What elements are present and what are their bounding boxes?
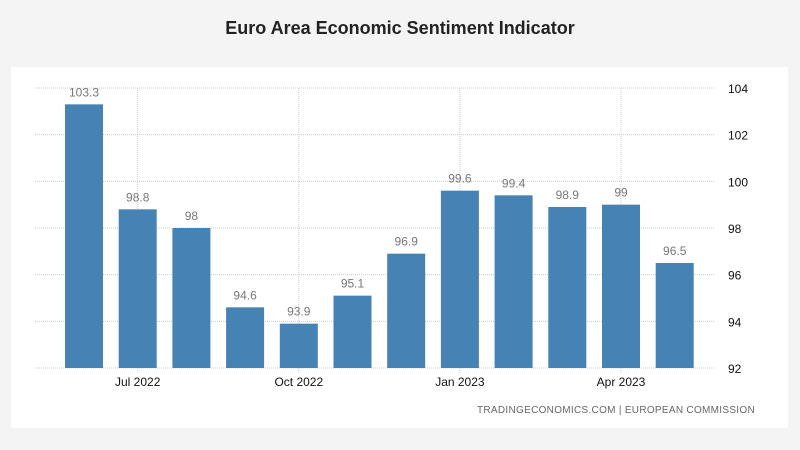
bar [655, 263, 694, 368]
data-label: 99 [614, 186, 628, 200]
bar [602, 204, 640, 368]
bar [494, 195, 533, 368]
y-tick-label: 104 [728, 82, 748, 96]
chart-source: TRADINGECONOMICS.COM | EUROPEAN COMMISSI… [477, 405, 755, 416]
bar [226, 307, 265, 368]
x-tick-label: Jul 2022 [115, 375, 161, 389]
x-tick-label: Oct 2022 [274, 375, 323, 389]
data-label: 93.9 [287, 305, 311, 319]
x-tick-label: Jan 2023 [435, 375, 485, 389]
data-label: 95.1 [341, 277, 365, 291]
y-tick-label: 98 [728, 222, 742, 236]
bar [118, 209, 157, 368]
data-label: 96.5 [663, 244, 687, 258]
bar [65, 104, 103, 368]
y-tick-label: 100 [728, 175, 748, 189]
x-tick-label: Apr 2023 [597, 375, 646, 389]
data-label: 98.8 [126, 190, 150, 204]
bar [548, 207, 587, 368]
bar [440, 190, 479, 368]
data-label: 98.9 [556, 188, 580, 202]
data-label: 98 [185, 209, 199, 223]
data-label: 96.9 [395, 235, 419, 249]
y-tick-label: 94 [728, 315, 742, 329]
data-label: 99.4 [502, 176, 526, 190]
data-label: 99.6 [448, 172, 472, 186]
y-tick-label: 92 [728, 362, 742, 376]
y-tick-label: 96 [728, 269, 742, 283]
bar [172, 228, 211, 368]
bar [333, 295, 372, 368]
chart-title: Euro Area Economic Sentiment Indicator [225, 18, 575, 38]
data-label: 94.6 [233, 288, 257, 302]
y-tick-label: 102 [728, 129, 748, 143]
bar [279, 323, 318, 368]
bar [387, 253, 426, 368]
data-label: 103.3 [69, 85, 99, 99]
